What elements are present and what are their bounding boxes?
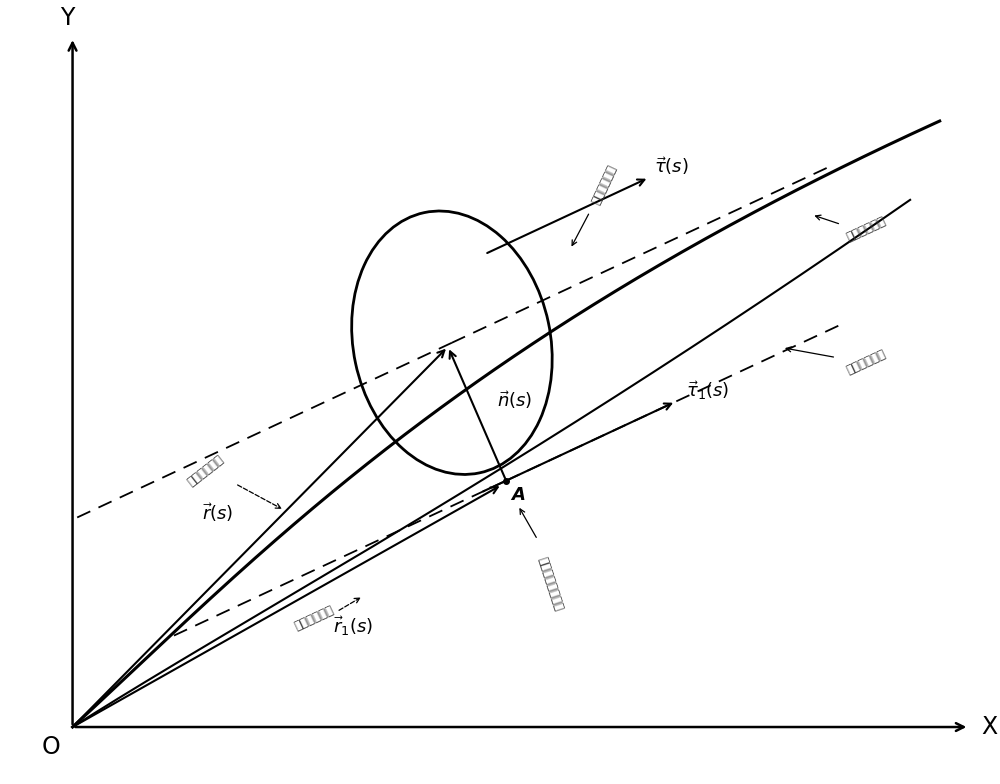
Text: 滚柱中心轨迹: 滚柱中心轨迹: [844, 215, 888, 244]
Text: $\vec{r}_1(s)$: $\vec{r}_1(s)$: [333, 615, 373, 638]
Text: $\vec{\tau}_1(s)$: $\vec{\tau}_1(s)$: [686, 379, 729, 401]
Text: 包络曲线石径: 包络曲线石径: [292, 604, 336, 633]
Text: $\vec{n}(s)$: $\vec{n}(s)$: [497, 389, 532, 411]
Text: Y: Y: [60, 6, 75, 31]
Text: A: A: [511, 486, 525, 504]
Text: $\vec{\tau}(s)$: $\vec{\tau}(s)$: [654, 154, 689, 176]
Text: 内包络曲线上的点: 内包络曲线上的点: [536, 556, 565, 613]
Text: 包络曲线切线: 包络曲线切线: [844, 347, 888, 377]
Text: 滚柱轨迹石径: 滚柱轨迹石径: [185, 453, 226, 489]
Text: X: X: [981, 715, 997, 739]
Text: 滚柱轨迹切线: 滚柱轨迹切线: [590, 163, 619, 207]
Text: O: O: [42, 735, 60, 759]
Text: $\vec{r}(s)$: $\vec{r}(s)$: [202, 501, 234, 524]
